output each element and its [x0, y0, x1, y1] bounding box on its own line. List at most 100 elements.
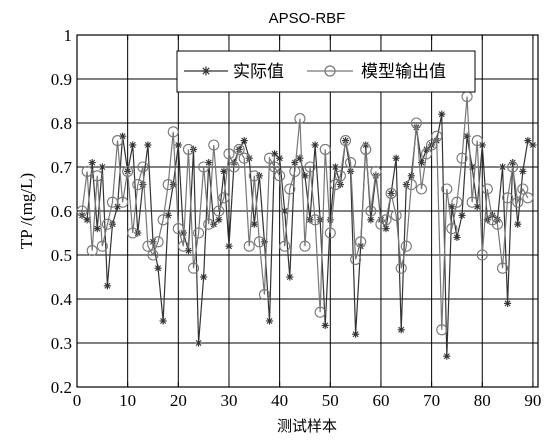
data-point-circle: [86, 245, 98, 257]
data-point-star: [220, 167, 228, 175]
data-point-circle: [415, 183, 428, 195]
data-point-star: [98, 163, 106, 171]
data-point-circle: [512, 196, 524, 208]
data-point-circle: [451, 196, 463, 208]
data-point-star: [326, 216, 334, 224]
data-point-circle: [101, 218, 113, 230]
data-point-circle: [203, 218, 215, 230]
y-tick-label: 0.5: [51, 246, 72, 265]
data-point-circle: [385, 187, 397, 199]
data-point-circle: [502, 192, 514, 204]
chart-title: APSO-RBF: [269, 10, 346, 27]
data-point-circle: [122, 165, 134, 177]
data-point-circle: [420, 148, 433, 160]
data-point-star: [276, 154, 284, 162]
x-tick-label: 30: [220, 391, 237, 410]
data-point-star: [286, 273, 294, 281]
data-point-circle: [243, 240, 255, 252]
data-point-circle: [193, 227, 205, 239]
data-point-circle: [208, 139, 220, 151]
data-point-circle: [517, 183, 529, 195]
data-point-circle: [370, 165, 382, 177]
data-point-star: [154, 264, 162, 272]
y-tick-label: 0.8: [51, 114, 72, 133]
data-point-circle: [471, 135, 483, 147]
data-point-star: [296, 154, 304, 162]
data-point-circle: [345, 157, 357, 169]
data-point-circle: [182, 143, 195, 155]
data-point-star: [265, 317, 274, 325]
data-point-circle: [157, 214, 169, 226]
data-point-star: [321, 321, 329, 329]
data-point-circle: [299, 240, 311, 252]
data-point-star: [504, 299, 512, 307]
data-point-circle: [127, 227, 139, 239]
data-point-circle: [213, 205, 225, 217]
data-point-circle: [172, 223, 184, 235]
data-point-star: [392, 154, 400, 162]
data-point-circle: [496, 262, 509, 274]
data-point-star: [529, 141, 537, 149]
data-point-star: [301, 172, 309, 180]
data-point-circle: [522, 192, 534, 204]
legend-label-model: 模型输出值: [361, 62, 446, 82]
data-point-circle: [380, 214, 392, 226]
data-point-star: [519, 167, 527, 175]
data-point-circle: [446, 223, 458, 235]
data-point-circle: [466, 196, 478, 208]
legend-circle-marker: [324, 65, 336, 77]
y-tick-label: 0.2: [51, 378, 72, 397]
data-point-circle: [294, 113, 306, 125]
data-point-circle: [360, 143, 372, 155]
data-point-star: [194, 339, 203, 347]
x-tick-label: 40: [271, 391, 288, 410]
data-point-star: [103, 282, 112, 290]
data-point-star: [331, 163, 339, 171]
data-point-circle: [152, 236, 164, 248]
legend-star-marker: [201, 66, 211, 76]
data-point-circle: [238, 152, 250, 164]
data-point-star: [498, 163, 507, 171]
data-point-circle: [117, 196, 129, 208]
x-tick-label: 90: [524, 391, 541, 410]
x-tick-label: 10: [119, 391, 136, 410]
x-tick-label: 60: [372, 391, 389, 410]
data-point-circle: [263, 152, 276, 164]
y-tick-label: 0.4: [51, 290, 73, 309]
data-point-circle: [137, 161, 149, 173]
data-point-circle: [339, 135, 352, 147]
y-tick-label: 0.9: [51, 70, 72, 89]
data-point-star: [524, 137, 532, 145]
data-point-star: [397, 326, 405, 334]
data-point-circle: [314, 306, 326, 318]
data-point-circle: [81, 165, 93, 177]
legend-label-actual: 实际值: [233, 62, 284, 82]
data-point-circle: [258, 289, 270, 301]
data-point-circle: [132, 179, 144, 191]
data-point-circle: [284, 183, 296, 195]
data-point-star: [291, 159, 299, 167]
y-tick-label: 0.3: [51, 334, 72, 353]
data-point-star: [88, 159, 96, 167]
data-point-circle: [248, 170, 260, 182]
x-tick-label: 80: [474, 391, 491, 410]
data-point-circle: [456, 152, 468, 164]
legend: 实际值 模型输出值: [176, 50, 476, 93]
x-tick-label: 0: [73, 391, 82, 410]
data-point-star: [352, 330, 360, 338]
data-point-circle: [279, 240, 291, 252]
data-point-star: [514, 220, 522, 228]
data-point-circle: [218, 192, 230, 204]
data-point-circle: [96, 240, 108, 252]
data-point-circle: [426, 139, 438, 151]
data-point-circle: [233, 143, 245, 155]
x-axis-label: 测试样本: [277, 417, 337, 435]
data-point-circle: [441, 183, 453, 195]
data-point-star: [159, 317, 167, 325]
y-tick-label: 0.6: [51, 202, 72, 221]
data-point-circle: [319, 143, 331, 155]
data-point-circle: [481, 183, 493, 195]
data-point-circle: [147, 249, 159, 261]
data-point-circle: [304, 161, 316, 173]
